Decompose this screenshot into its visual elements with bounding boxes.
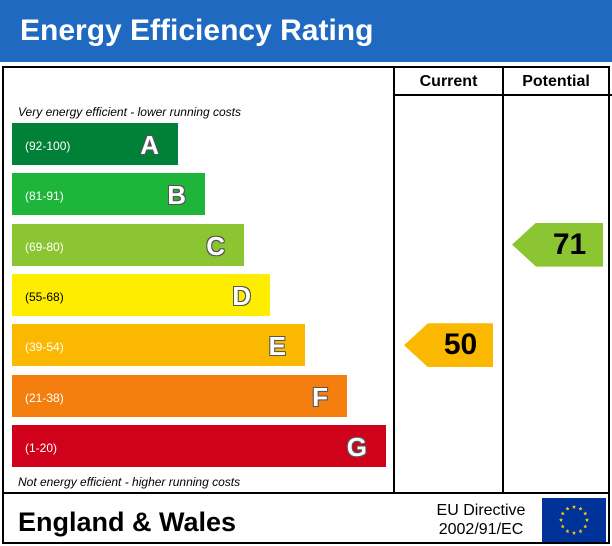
band-b: (81-91) B	[12, 173, 205, 216]
flag-star-icon	[565, 529, 570, 534]
potential-rating-value: 71	[552, 227, 587, 261]
band-letter-label: G	[346, 431, 367, 462]
band-letter-label: D	[232, 280, 251, 311]
flag-star-icon	[558, 517, 564, 522]
flag-star-icon	[584, 517, 590, 522]
note-inefficient: Not energy efficient - higher running co…	[18, 475, 241, 489]
current-rating-value: 50	[443, 328, 478, 362]
flag-star-icon	[571, 530, 577, 535]
band-letter-label: F	[312, 381, 328, 412]
column-header-current: Current	[419, 73, 478, 90]
band-g: (1-20) G	[12, 424, 386, 467]
eu-directive: EU Directive 2002/91/EC	[422, 501, 540, 539]
flag-star-icon	[583, 511, 588, 516]
band-e: (39-54) E	[12, 324, 305, 367]
flag-star-icon	[560, 524, 565, 529]
band-a: (92-100) A	[12, 123, 178, 165]
band-c: (69-80) C	[12, 223, 244, 266]
flag-star-icon	[578, 506, 583, 511]
flag-star-icon	[560, 511, 565, 516]
band-letter-label: E	[268, 331, 286, 362]
directive-line-1: EU Directive	[436, 502, 526, 519]
directive-line-2: 2002/91/EC	[438, 521, 524, 538]
divider-current	[393, 68, 395, 493]
flag-star-icon	[565, 506, 570, 511]
eu-flag-icon	[542, 498, 606, 542]
band-letter-label: B	[167, 180, 186, 211]
band-letter-label: A	[140, 130, 159, 160]
footer-divider	[4, 492, 608, 494]
band-range-label: (69-80)	[25, 239, 64, 254]
current-rating-arrow: 50	[404, 323, 493, 368]
band-range-label: (81-91)	[25, 189, 64, 204]
rating-table: Current Potential Very energy efficient …	[2, 66, 612, 544]
band-f: (21-38) F	[12, 374, 347, 417]
flag-star-icon	[578, 529, 583, 534]
band-range-label: (1-20)	[25, 440, 58, 455]
flag-background	[542, 498, 606, 542]
band-d: (55-68) D	[12, 273, 270, 316]
band-range-label: (55-68)	[25, 289, 64, 304]
region-label: England & Wales	[18, 507, 237, 537]
note-efficient: Very energy efficient - lower running co…	[18, 105, 241, 119]
band-range-label: (21-38)	[25, 390, 64, 405]
flag-star-icon	[571, 504, 577, 509]
band-range-label: (92-100)	[25, 139, 71, 153]
flag-star-icon	[583, 524, 588, 529]
divider-potential	[502, 68, 504, 493]
header-divider	[393, 94, 612, 96]
band-letter-label: C	[206, 230, 225, 261]
band-range-label: (39-54)	[25, 340, 64, 355]
page-title: Energy Efficiency Rating	[0, 0, 612, 62]
column-header-potential: Potential	[522, 73, 590, 90]
potential-rating-arrow: 71	[512, 222, 603, 267]
